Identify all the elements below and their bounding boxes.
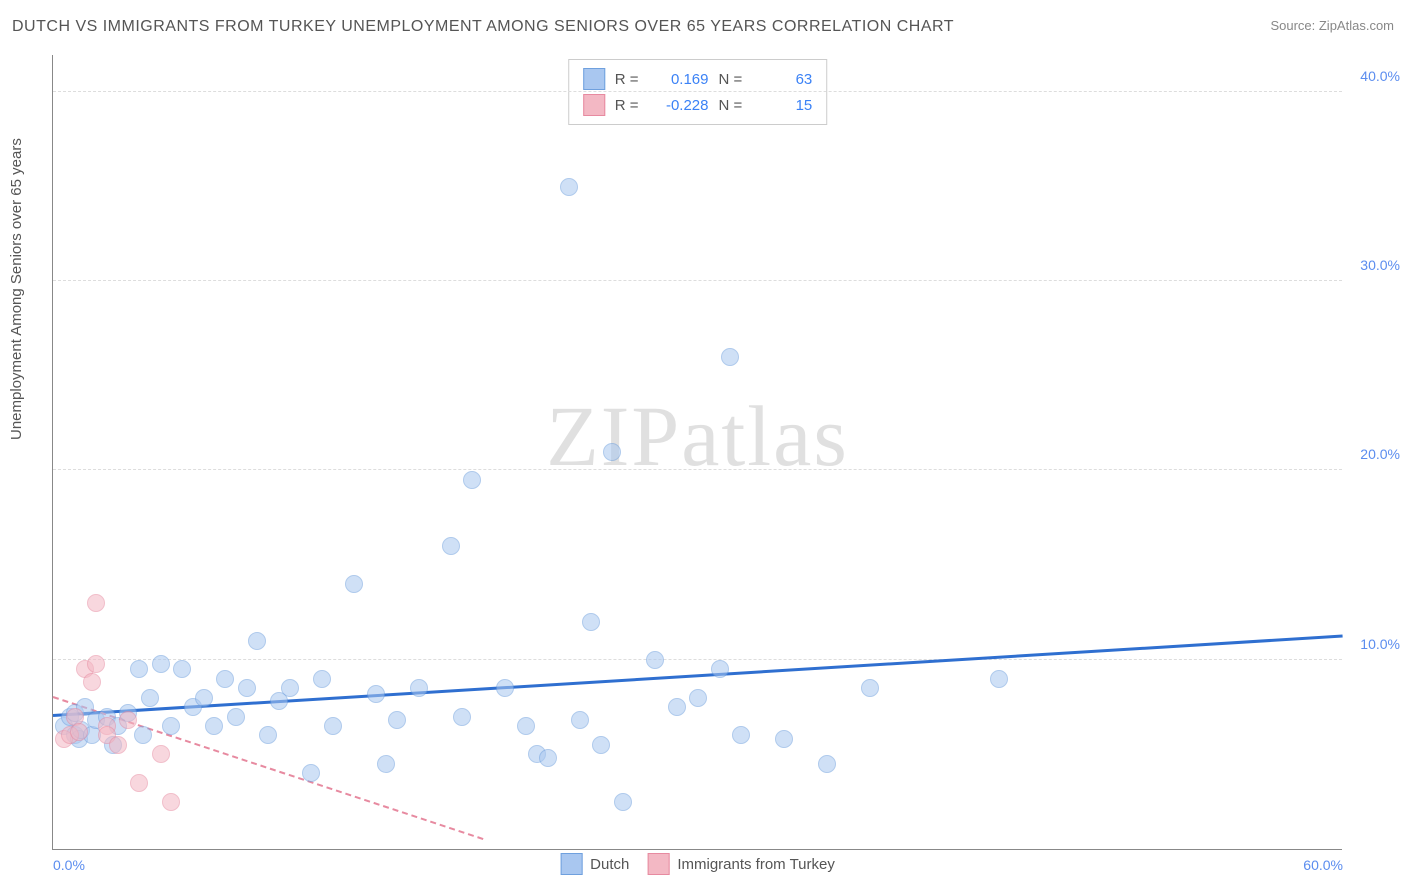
data-point: [141, 689, 159, 707]
data-point: [216, 670, 234, 688]
data-point: [388, 711, 406, 729]
r-value-dutch: 0.169: [653, 71, 709, 88]
legend-swatch-turkey: [647, 853, 669, 875]
legend-item-turkey: Immigrants from Turkey: [647, 853, 835, 875]
grid-line: [53, 469, 1342, 470]
title-bar: DUTCH VS IMMIGRANTS FROM TURKEY UNEMPLOY…: [12, 18, 1394, 36]
grid-line: [53, 659, 1342, 660]
watermark: ZIPatlas: [546, 386, 849, 486]
data-point: [324, 717, 342, 735]
r-label: R =: [615, 97, 639, 114]
data-point: [721, 348, 739, 366]
data-point: [152, 745, 170, 763]
data-point: [614, 793, 632, 811]
data-point: [173, 660, 191, 678]
swatch-turkey: [583, 94, 605, 116]
data-point: [539, 749, 557, 767]
data-point: [152, 655, 170, 673]
grid-line: [53, 91, 1342, 92]
grid-line: [53, 280, 1342, 281]
data-point: [861, 679, 879, 697]
data-point: [281, 679, 299, 697]
r-label: R =: [615, 71, 639, 88]
data-point: [87, 655, 105, 673]
data-point: [668, 698, 686, 716]
y-axis-label: Unemployment Among Seniors over 65 years: [8, 138, 25, 440]
data-point: [134, 726, 152, 744]
data-point: [248, 632, 266, 650]
data-point: [592, 736, 610, 754]
data-point: [259, 726, 277, 744]
data-point: [227, 708, 245, 726]
legend-item-dutch: Dutch: [560, 853, 629, 875]
data-point: [119, 711, 137, 729]
stats-row-dutch: R = 0.169 N = 63: [583, 66, 813, 92]
data-point: [560, 178, 578, 196]
data-point: [367, 685, 385, 703]
data-point: [238, 679, 256, 697]
n-label: N =: [719, 97, 743, 114]
n-value-dutch: 63: [756, 71, 812, 88]
data-point: [442, 537, 460, 555]
data-point: [87, 594, 105, 612]
n-value-turkey: 15: [756, 97, 812, 114]
chart-title: DUTCH VS IMMIGRANTS FROM TURKEY UNEMPLOY…: [12, 18, 954, 36]
legend-swatch-dutch: [560, 853, 582, 875]
data-point: [83, 673, 101, 691]
data-point: [109, 736, 127, 754]
data-point: [732, 726, 750, 744]
series-legend: Dutch Immigrants from Turkey: [560, 853, 835, 875]
data-point: [313, 670, 331, 688]
n-label: N =: [719, 71, 743, 88]
legend-label-dutch: Dutch: [590, 856, 629, 873]
y-tick-label: 40.0%: [1360, 68, 1400, 84]
legend-label-turkey: Immigrants from Turkey: [677, 856, 835, 873]
data-point: [990, 670, 1008, 688]
source-attribution: Source: ZipAtlas.com: [1270, 18, 1394, 33]
chart-plot-area: ZIPatlas R = 0.169 N = 63 R = -0.228 N =…: [52, 55, 1342, 850]
swatch-dutch: [583, 68, 605, 90]
data-point: [205, 717, 223, 735]
data-point: [603, 443, 621, 461]
data-point: [70, 723, 88, 741]
data-point: [195, 689, 213, 707]
data-point: [162, 793, 180, 811]
data-point: [571, 711, 589, 729]
data-point: [517, 717, 535, 735]
y-tick-label: 30.0%: [1360, 257, 1400, 273]
x-tick-label: 0.0%: [53, 857, 85, 873]
data-point: [453, 708, 471, 726]
data-point: [302, 764, 320, 782]
data-point: [410, 679, 428, 697]
data-point: [162, 717, 180, 735]
y-tick-label: 10.0%: [1360, 636, 1400, 652]
x-tick-label: 60.0%: [1303, 857, 1343, 873]
data-point: [582, 613, 600, 631]
data-point: [646, 651, 664, 669]
data-point: [818, 755, 836, 773]
data-point: [130, 774, 148, 792]
data-point: [689, 689, 707, 707]
r-value-turkey: -0.228: [653, 97, 709, 114]
data-point: [775, 730, 793, 748]
data-point: [377, 755, 395, 773]
data-point: [711, 660, 729, 678]
correlation-stats-legend: R = 0.169 N = 63 R = -0.228 N = 15: [568, 59, 828, 125]
stats-row-turkey: R = -0.228 N = 15: [583, 92, 813, 118]
data-point: [463, 471, 481, 489]
data-point: [345, 575, 363, 593]
data-point: [496, 679, 514, 697]
y-tick-label: 20.0%: [1360, 446, 1400, 462]
data-point: [130, 660, 148, 678]
